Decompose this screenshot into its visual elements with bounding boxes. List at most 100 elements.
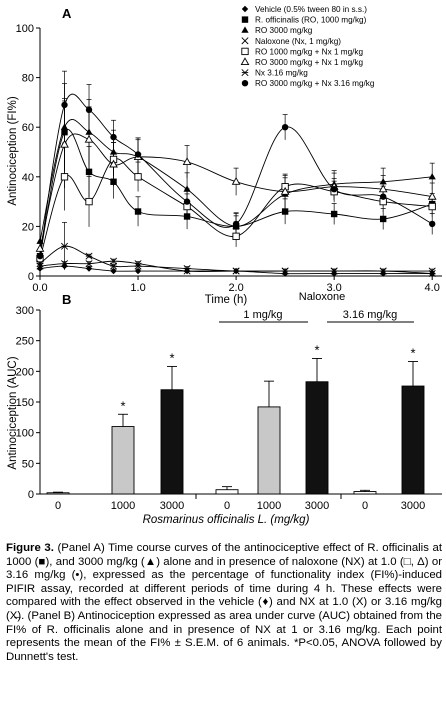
point-series-0	[134, 267, 142, 275]
panel-b-y-axis-label: Antinociception (AUC)	[7, 356, 19, 469]
significance-star-2: *	[169, 350, 174, 365]
legend-entry-5: RO 3000 mg/kg + Nx 1 mg/kg	[255, 58, 364, 67]
point-series-3-stroke	[60, 260, 69, 268]
point-series-3	[60, 260, 69, 268]
point-series-6	[379, 267, 387, 275]
panel-a-x-tick-label: 1.0	[130, 282, 145, 294]
point-series-6	[281, 267, 289, 275]
point-series-5	[109, 159, 118, 168]
bar-7	[401, 385, 425, 495]
point-series-7	[330, 186, 338, 193]
point-series-0	[281, 270, 289, 277]
series-line-5	[39, 133, 433, 249]
legend-marker-3	[241, 37, 249, 45]
panel-a-axes: 0 20 40 60 80 100 0.0 1.0 2.0 3.0 4.0	[16, 23, 442, 294]
point-series-1	[85, 168, 93, 176]
panel-b-bars	[46, 381, 425, 495]
panel-b-x-tick-label-4: 1000	[257, 500, 281, 512]
panel-a-markers	[35, 101, 437, 278]
legend-entry-7: RO 3000 mg/kg + Nx 3.16 mg/kg	[255, 79, 375, 88]
panel-b-y-tick-label: 0	[28, 489, 34, 501]
point-series-4	[232, 232, 240, 240]
panel-b-x-tick-labels: 0 1000 3000 0 1000 3000 0 3000	[55, 494, 425, 512]
point-series-2	[183, 185, 191, 192]
panel-b-y-tick-label: 100	[16, 428, 34, 440]
point-series-6	[428, 270, 436, 278]
panel-a-x-tick-label: 0.0	[32, 282, 47, 294]
point-series-6	[36, 260, 44, 268]
panel-a-y-tick-label: 100	[16, 23, 34, 35]
point-series-7	[36, 252, 44, 260]
naloxone-title: Naloxone	[299, 291, 345, 303]
point-series-0	[330, 270, 338, 277]
legend-marker-5	[240, 57, 250, 66]
point-series-7	[110, 133, 117, 141]
caption-label: Figure 3.	[6, 542, 54, 554]
panel-b-y-tick-label: 50	[22, 458, 34, 470]
panel-a-legend: Vehicle (0.5% tween 80 in s.s.) R. offici…	[240, 5, 375, 88]
legend-entry-6: Nx 3.16 mg/kg	[255, 69, 308, 78]
point-series-6	[85, 252, 93, 260]
legend-marker-4	[241, 47, 249, 56]
panel-a-x-tick-label: 4.0	[425, 282, 440, 294]
panel-b-x-tick-label-2: 3000	[160, 500, 184, 512]
panel-b-significance-marks: * * * *	[120, 342, 415, 413]
legend-entry-4: RO 1000 mg/kg + Nx 1 mg/kg	[255, 47, 364, 56]
bar-1	[111, 426, 135, 495]
legend-marker-1	[241, 16, 249, 23]
bar-4	[257, 406, 281, 495]
panel-b-axes: 0 50 100 150 200 250 300	[16, 305, 442, 501]
point-series-6	[134, 262, 142, 270]
point-series-5	[280, 186, 290, 195]
panel-a-y-tick-label: 80	[22, 73, 34, 85]
point-series-0	[61, 262, 68, 270]
point-series-4	[134, 173, 142, 181]
point-series-2	[60, 123, 69, 130]
panel-a-x-axis-label: Time (h)	[205, 294, 248, 306]
point-series-2	[85, 128, 93, 135]
panel-b-y-tick-label: 200	[16, 366, 34, 378]
panel-b-x-tick-label-1: 1000	[111, 500, 135, 512]
bar-2	[160, 389, 184, 495]
point-series-0	[110, 267, 117, 275]
point-series-4	[60, 173, 69, 181]
naloxone-1mg-label: 1 mg/kg	[243, 309, 282, 321]
point-series-7	[232, 220, 240, 228]
point-series-7	[428, 220, 436, 228]
panel-a-y-tick-label: 60	[22, 122, 34, 134]
panel-b-y-tick-label: 300	[16, 305, 34, 317]
point-series-1	[134, 208, 142, 215]
legend-marker-3-stroke	[241, 37, 249, 45]
point-series-6	[183, 265, 191, 273]
legend-marker-0	[241, 5, 249, 13]
point-series-5	[35, 244, 45, 252]
panel-a-y-tick-label: 0	[28, 271, 34, 283]
bar-6	[353, 491, 377, 495]
panel-a-y-tick-label: 40	[22, 172, 34, 184]
point-series-3	[85, 260, 93, 268]
point-series-1	[281, 208, 289, 215]
panel-b-y-tick-label: 150	[16, 397, 34, 409]
point-series-0	[36, 265, 44, 272]
legend-entry-2: RO 3000 mg/kg	[255, 26, 313, 35]
significance-star-5: *	[314, 342, 319, 357]
legend-marker-7	[241, 80, 249, 87]
point-series-7	[183, 198, 191, 205]
legend-entry-3: Naloxone (Nx, 1 mg/kg)	[255, 37, 341, 46]
point-series-7	[281, 124, 289, 131]
point-series-6	[232, 267, 240, 275]
point-series-5	[60, 139, 69, 148]
panel-a-y-axis-label: Antinociception (FI%)	[7, 96, 19, 205]
point-series-6	[110, 262, 118, 270]
point-series-3	[110, 257, 118, 265]
point-series-5	[84, 134, 94, 143]
point-series-5	[182, 157, 192, 165]
point-series-0	[85, 265, 93, 272]
panel-b-x-tick-label-5: 3000	[305, 500, 329, 512]
panel-b-x-tick-label-0: 0	[55, 500, 61, 512]
panel-b-x-axis-label: Rosmarinus officinalis L. (mg/kg)	[143, 514, 310, 526]
panel-b-x-tick-label-3: 0	[224, 500, 230, 512]
point-series-3-stroke	[110, 257, 118, 265]
caption-text: (Panel A) Time course curves of the anti…	[6, 542, 442, 663]
figure-caption: Figure 3. (Panel A) Time course curves o…	[6, 542, 442, 664]
